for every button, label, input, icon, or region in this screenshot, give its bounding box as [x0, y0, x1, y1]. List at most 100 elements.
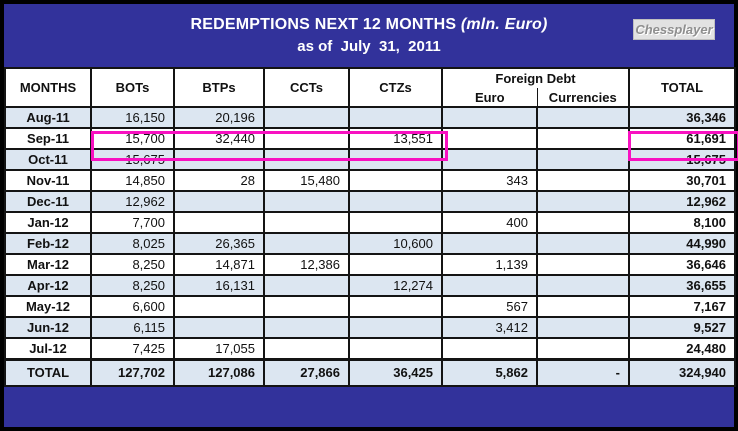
value-cell — [348, 106, 443, 129]
value-cell — [441, 274, 538, 297]
value-cell: 28 — [173, 169, 265, 192]
value-cell — [535, 274, 631, 297]
value-cell — [348, 316, 443, 339]
value-cell — [535, 148, 631, 171]
value-cell: 15,700 — [90, 127, 175, 150]
value-cell: 7,425 — [90, 337, 175, 360]
table-body: Aug-11 16,150 20,196 36,346 Sep-11 15,700 32,4… — [4, 106, 737, 387]
value-cell: 14,850 — [90, 169, 175, 192]
value-cell: 12,274 — [348, 274, 443, 297]
value-cell: 36,346 — [628, 106, 737, 129]
month-cell: Jul-12 — [4, 337, 92, 360]
value-cell — [535, 253, 631, 276]
value-cell — [173, 316, 265, 339]
value-cell: - — [535, 357, 631, 387]
table-subheader-row: Euro Currencies — [5, 88, 735, 108]
value-cell: 7,167 — [628, 295, 737, 318]
value-cell: 24,480 — [628, 337, 737, 360]
value-cell: 6,115 — [90, 316, 175, 339]
value-cell: 6,600 — [90, 295, 175, 318]
month-cell: Feb-12 — [4, 232, 92, 255]
month-cell: Apr-12 — [4, 274, 92, 297]
value-cell — [263, 106, 350, 129]
chessplayer-watermark: Chessplayer — [633, 19, 715, 40]
value-cell: 567 — [441, 295, 538, 318]
value-cell: 15,675 — [628, 148, 737, 171]
title-banner: REDEMPTIONS NEXT 12 MONTHS (mln. Euro) a… — [4, 4, 734, 67]
col-header-currencies: Currencies — [536, 88, 630, 108]
col-header-total: TOTAL — [628, 67, 737, 108]
value-cell: 15,675 — [90, 148, 175, 171]
month-cell: May-12 — [4, 295, 92, 318]
table-row: Jan-12 7,700 400 8,100 — [4, 211, 737, 234]
table-row: Sep-11 15,700 32,440 13,551 61,691 — [4, 127, 737, 150]
table-row: Apr-12 8,250 16,131 12,274 36,655 — [4, 274, 737, 297]
value-cell — [348, 211, 443, 234]
value-cell: 10,600 — [348, 232, 443, 255]
value-cell — [348, 169, 443, 192]
col-header-foreign-debt: Foreign Debt — [440, 67, 631, 88]
value-cell — [348, 295, 443, 318]
value-cell: 5,862 — [441, 357, 538, 387]
value-cell — [263, 337, 350, 360]
page-title: REDEMPTIONS NEXT 12 MONTHS (mln. Euro) — [4, 16, 734, 34]
table-row: Mar-12 8,250 14,871 12,386 1,139 36,646 — [4, 253, 737, 276]
value-cell: 127,702 — [90, 357, 175, 387]
value-cell: 14,871 — [173, 253, 265, 276]
value-cell — [263, 274, 350, 297]
value-cell: 26,365 — [173, 232, 265, 255]
value-cell — [263, 127, 350, 150]
value-cell — [263, 295, 350, 318]
col-header-months: MONTHS — [4, 67, 92, 108]
value-cell: 400 — [441, 211, 538, 234]
title-main-text: REDEMPTIONS NEXT 12 MONTHS — [190, 16, 461, 33]
value-cell: 8,100 — [628, 211, 737, 234]
month-cell: Dec-11 — [4, 190, 92, 213]
value-cell — [535, 316, 631, 339]
value-cell — [348, 253, 443, 276]
value-cell: 324,940 — [628, 357, 737, 387]
table-row: May-12 6,600 567 7,167 — [4, 295, 737, 318]
value-cell — [173, 190, 265, 213]
value-cell: 36,425 — [348, 357, 443, 387]
col-header-ccts: CCTs — [263, 67, 350, 108]
table-row: Feb-12 8,025 26,365 10,600 44,990 — [4, 232, 737, 255]
value-cell: 127,086 — [173, 357, 265, 387]
value-cell: 13,551 — [348, 127, 443, 150]
value-cell: 32,440 — [173, 127, 265, 150]
value-cell — [441, 337, 538, 360]
value-cell — [173, 148, 265, 171]
value-cell: 17,055 — [173, 337, 265, 360]
value-cell — [535, 232, 631, 255]
value-cell — [441, 232, 538, 255]
value-cell: 15,480 — [263, 169, 350, 192]
col-header-btps: BTPs — [173, 67, 265, 108]
value-cell: 36,655 — [628, 274, 737, 297]
value-cell: 12,962 — [628, 190, 737, 213]
value-cell — [535, 106, 631, 129]
value-cell — [535, 127, 631, 150]
value-cell: 27,866 — [263, 357, 350, 387]
value-cell — [173, 211, 265, 234]
value-cell — [441, 148, 538, 171]
month-cell: Mar-12 — [4, 253, 92, 276]
value-cell: 9,527 — [628, 316, 737, 339]
value-cell — [263, 211, 350, 234]
value-cell — [535, 337, 631, 360]
table-row: Aug-11 16,150 20,196 36,346 — [4, 106, 737, 129]
title-unit-text: (mln. Euro) — [460, 16, 548, 33]
redemptions-table: MONTHS BOTs BTPs CCTs CTZs Foreign Debt … — [4, 67, 737, 387]
value-cell: 44,990 — [628, 232, 737, 255]
table-row: Jun-12 6,115 3,412 9,527 — [4, 316, 737, 339]
value-cell: 8,250 — [90, 253, 175, 276]
table-row: Nov-11 14,850 28 15,480 343 30,701 — [4, 169, 737, 192]
value-cell: 20,196 — [173, 106, 265, 129]
value-cell — [348, 337, 443, 360]
value-cell: 343 — [441, 169, 538, 192]
table-row: Dec-11 12,962 12,962 — [4, 190, 737, 213]
value-cell: 16,131 — [173, 274, 265, 297]
value-cell: 8,250 — [90, 274, 175, 297]
value-cell: 1,139 — [441, 253, 538, 276]
value-cell — [535, 169, 631, 192]
month-cell: Oct-11 — [4, 148, 92, 171]
